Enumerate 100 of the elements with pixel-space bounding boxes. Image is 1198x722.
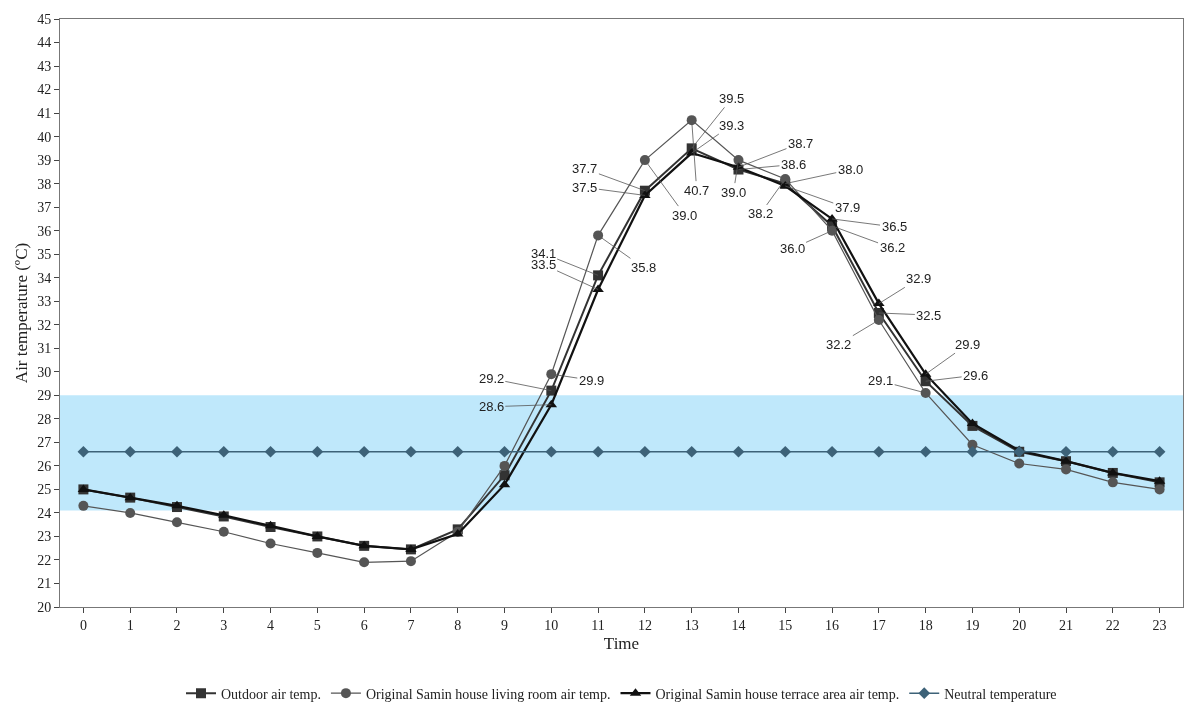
point <box>358 445 370 458</box>
data-label: 29.1 <box>868 373 894 388</box>
y-tick-label: 42 <box>37 82 52 98</box>
point <box>1014 458 1025 469</box>
point <box>920 387 931 398</box>
data-label: 39.5 <box>719 91 745 106</box>
point <box>312 547 323 558</box>
data-label: 36.0 <box>780 241 806 256</box>
point <box>593 270 604 281</box>
data-label: 37.9 <box>835 200 861 215</box>
data-label: 37.7 <box>572 161 598 176</box>
point <box>217 445 230 458</box>
point <box>218 526 229 537</box>
point <box>124 445 137 458</box>
x-tick-label: 12 <box>637 617 652 633</box>
x-tick-label: 6 <box>360 617 368 633</box>
point <box>919 445 932 458</box>
data-label: 39.3 <box>719 118 745 133</box>
x-tick-label: 5 <box>313 617 321 633</box>
y-tick-label: 27 <box>37 435 52 451</box>
x-axis-title: Time <box>603 634 640 654</box>
x-tick-label: 19 <box>965 617 980 633</box>
x-tick-label: 13 <box>684 617 699 633</box>
y-tick-label: 35 <box>37 247 52 263</box>
data-label: 38.0 <box>838 162 864 177</box>
point <box>593 230 604 241</box>
x-tick-label: 2 <box>173 617 181 633</box>
x-tick-label: 21 <box>1059 617 1074 633</box>
data-label: 37.5 <box>572 180 598 195</box>
data-label: 32.9 <box>906 271 932 286</box>
point <box>405 556 416 567</box>
y-tick-label: 41 <box>37 105 52 121</box>
point <box>171 445 183 458</box>
y-tick-label: 29 <box>37 388 52 404</box>
point <box>1061 464 1072 475</box>
legend-label: Neutral temperature <box>944 686 1057 702</box>
x-tick-label: 15 <box>778 617 793 633</box>
data-label: 38.7 <box>788 136 814 151</box>
data-label: 40.7 <box>684 183 710 198</box>
point <box>171 517 182 528</box>
y-tick-label: 28 <box>37 411 52 427</box>
y-tick-label: 39 <box>37 153 52 169</box>
y-tick-label: 22 <box>37 552 52 568</box>
point <box>545 445 558 458</box>
data-label: 29.9 <box>955 337 981 352</box>
y-tick-label: 43 <box>37 58 52 74</box>
y-tick-label: 36 <box>37 223 52 239</box>
data-label: 38.6 <box>781 157 807 172</box>
data-label: 28.6 <box>479 399 505 414</box>
x-tick-label: 9 <box>501 617 509 633</box>
point <box>826 445 838 458</box>
y-tick-label: 38 <box>37 176 52 192</box>
y-tick-label: 20 <box>37 599 52 615</box>
data-label: 35.8 <box>631 260 657 275</box>
legend-label: Original Samin house living room air temp. <box>365 686 611 702</box>
point <box>732 445 745 458</box>
point <box>966 445 979 458</box>
point <box>546 369 557 380</box>
point <box>405 445 417 458</box>
y-tick-label: 37 <box>37 200 52 216</box>
y-tick-label: 31 <box>37 341 52 357</box>
x-tick-label: 1 <box>126 617 134 633</box>
legend-label: Original Samin house terrace area air temp. <box>655 686 900 702</box>
point <box>125 507 136 518</box>
y-tick-label: 32 <box>37 317 52 333</box>
point <box>686 115 697 126</box>
data-label: 32.2 <box>826 337 852 352</box>
x-tick-label: 7 <box>407 617 415 633</box>
data-label: 29.9 <box>579 373 605 388</box>
point <box>1153 445 1166 458</box>
point <box>685 445 698 458</box>
y-tick-label: 21 <box>37 576 52 592</box>
point <box>592 445 604 458</box>
y-tick-label: 30 <box>37 364 52 380</box>
data-label: 32.5 <box>916 308 942 323</box>
x-tick-label: 23 <box>1152 617 1167 633</box>
point <box>1060 445 1072 458</box>
point <box>171 500 183 509</box>
x-tick-label: 14 <box>731 617 746 633</box>
data-label: 39.0 <box>721 185 747 200</box>
x-tick-label: 4 <box>267 617 275 633</box>
x-tick-label: 10 <box>544 617 559 633</box>
data-label: 38.2 <box>748 206 774 221</box>
point <box>265 538 276 549</box>
data-label: 36.2 <box>880 240 906 255</box>
data-label: 39.0 <box>672 208 698 223</box>
data-label: 29.6 <box>963 368 989 383</box>
x-tick-label: 16 <box>825 617 840 633</box>
y-tick-label: 26 <box>37 458 52 474</box>
point <box>451 445 464 458</box>
point <box>359 557 370 568</box>
point <box>1154 484 1165 495</box>
x-tick-label: 17 <box>871 617 886 633</box>
x-tick-label: 18 <box>918 617 933 633</box>
y-tick-label: 33 <box>37 294 52 310</box>
y-tick-label: 44 <box>37 35 52 51</box>
x-tick-label: 3 <box>220 617 228 633</box>
point <box>873 315 884 326</box>
point <box>498 445 511 458</box>
point <box>639 155 650 166</box>
